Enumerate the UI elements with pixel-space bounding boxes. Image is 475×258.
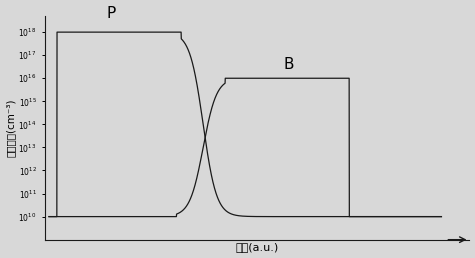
Text: B: B xyxy=(284,57,294,72)
X-axis label: 深度(a.u.): 深度(a.u.) xyxy=(236,243,279,252)
Text: P: P xyxy=(106,6,116,21)
Y-axis label: 掺杂浓度(cm⁻³): 掺杂浓度(cm⁻³) xyxy=(6,99,16,157)
